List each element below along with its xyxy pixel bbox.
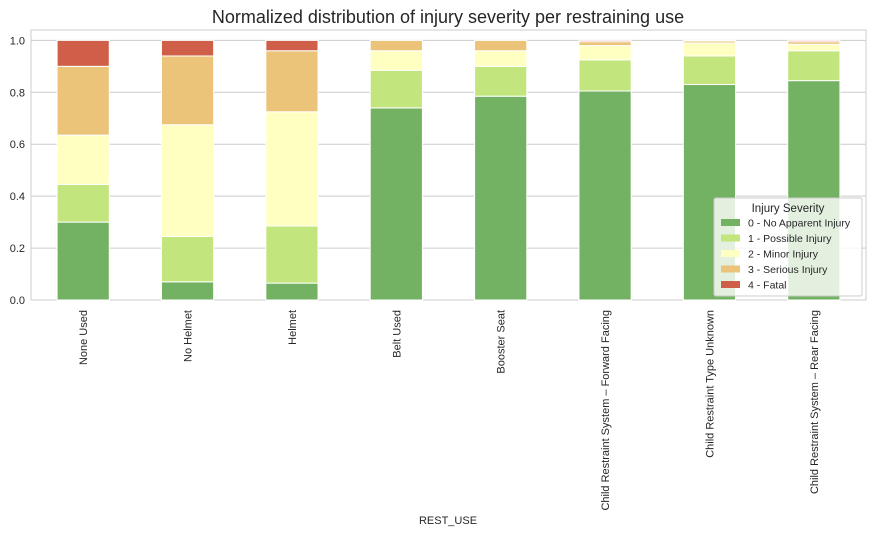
legend-swatch (721, 265, 740, 273)
bar-segment (474, 65, 528, 97)
legend-swatch (721, 250, 740, 257)
bar-segment (56, 183, 110, 223)
bar-segment (160, 124, 215, 237)
bar-segment (682, 42, 737, 57)
y-tick-label: 0.0 (10, 295, 25, 307)
bar-segment (160, 281, 215, 301)
bar-segment (265, 282, 319, 301)
legend-label: 4 - Fatal (748, 280, 787, 292)
bar-segment (265, 39, 319, 52)
bar-segment (474, 95, 528, 301)
bar-segment (56, 39, 110, 67)
legend-box (713, 197, 863, 297)
x-tick-label: Belt Used (391, 310, 403, 358)
legend-swatch (721, 281, 740, 288)
bar-segment (265, 50, 319, 113)
y-tick-label: 0.4 (10, 191, 25, 203)
legend-swatch (721, 234, 740, 242)
x-tick-label: Booster Seat (496, 310, 508, 374)
x-tick-label: None Used (78, 310, 90, 365)
bar-segment (682, 55, 737, 86)
bar-segment (578, 41, 632, 47)
bar-segment (578, 45, 632, 61)
y-tick-label: 1.0 (10, 35, 25, 47)
bar-segment (160, 235, 215, 283)
x-tick-label: Child Restraint System – Rear Facing (809, 310, 821, 494)
bar-segment (369, 50, 423, 71)
plot-frame (30, 29, 867, 301)
bar-segment (160, 39, 215, 57)
chart-title: Normalized distribution of injury severi… (212, 7, 684, 27)
bar-segment (265, 225, 319, 284)
bar-segment (56, 134, 110, 185)
bar-segment (160, 55, 215, 126)
x-axis-label: REST_USE (419, 515, 477, 527)
legend: Injury Severity 0 - No Apparent Injury 1 … (713, 197, 863, 297)
x-axis-ticks: None Used No Helmet Helmet Belt Used Booster… (78, 310, 821, 511)
bar-segment (56, 65, 110, 136)
bar-segment (787, 50, 841, 82)
legend-label: 2 - Minor Injury (748, 249, 819, 261)
y-axis-ticks: 0.0 0.2 0.4 0.6 0.8 1.0 (10, 35, 25, 307)
x-tick-label: Child Restraint Type Unknown (704, 310, 716, 458)
bar-segment (578, 59, 632, 92)
y-tick-label: 0.8 (10, 87, 25, 99)
bar-segment (682, 39, 737, 42)
bar-segment (265, 111, 319, 227)
legend-label: 1 - Possible Injury (748, 233, 832, 245)
legend-swatch (721, 219, 740, 226)
bar-segment (578, 39, 632, 43)
bar-segment (787, 43, 841, 52)
bar-segment (369, 107, 423, 301)
x-tick-label: No Helmet (183, 310, 195, 362)
x-tick-label: Helmet (287, 310, 299, 345)
y-tick-label: 0.6 (10, 139, 25, 151)
bar-segment (474, 39, 528, 52)
bar-segment (474, 50, 528, 67)
legend-label: 3 - Serious Injury (748, 264, 828, 276)
bar-segment (56, 221, 110, 301)
bar-segment (578, 90, 632, 301)
legend-label: 0 - No Apparent Injury (748, 218, 851, 230)
y-tick-label: 0.2 (10, 243, 25, 255)
x-tick-label: Child Restraint System – Forward Facing (600, 310, 612, 511)
bar-segment (369, 39, 423, 52)
bar-segment (787, 39, 841, 43)
bar-segment (369, 69, 423, 109)
legend-items: 0 - No Apparent Injury 1 - Possible Injur… (721, 218, 851, 292)
legend-title: Injury Severity (752, 203, 825, 215)
